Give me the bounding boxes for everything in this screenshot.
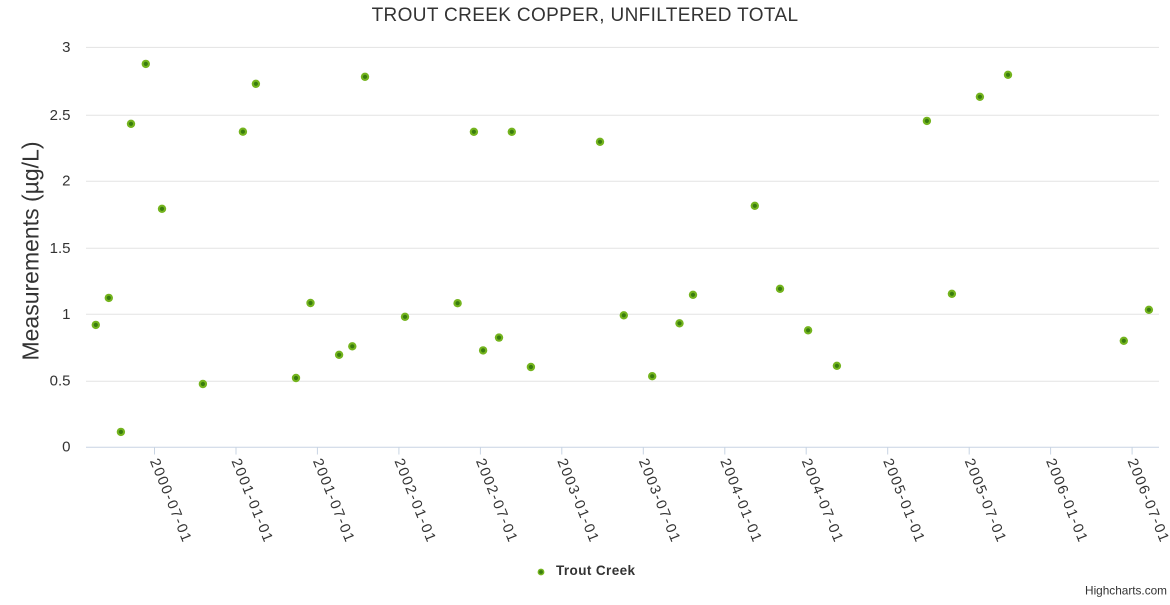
svg-text:Highcharts.com: Highcharts.com (1085, 583, 1167, 597)
svg-text:1.5: 1.5 (50, 240, 71, 257)
svg-text:Trout Creek: Trout Creek (556, 563, 636, 578)
svg-text:0.5: 0.5 (50, 373, 71, 390)
svg-text:2: 2 (62, 173, 70, 190)
svg-text:1: 1 (62, 306, 70, 323)
svg-text:Measurements (µg/L): Measurements (µg/L) (18, 141, 44, 360)
svg-text:3: 3 (62, 39, 70, 56)
svg-text:0: 0 (62, 439, 70, 456)
svg-text:TROUT CREEK COPPER, UNFILTERED: TROUT CREEK COPPER, UNFILTERED TOTAL (372, 5, 799, 26)
svg-text:2.5: 2.5 (50, 107, 71, 124)
